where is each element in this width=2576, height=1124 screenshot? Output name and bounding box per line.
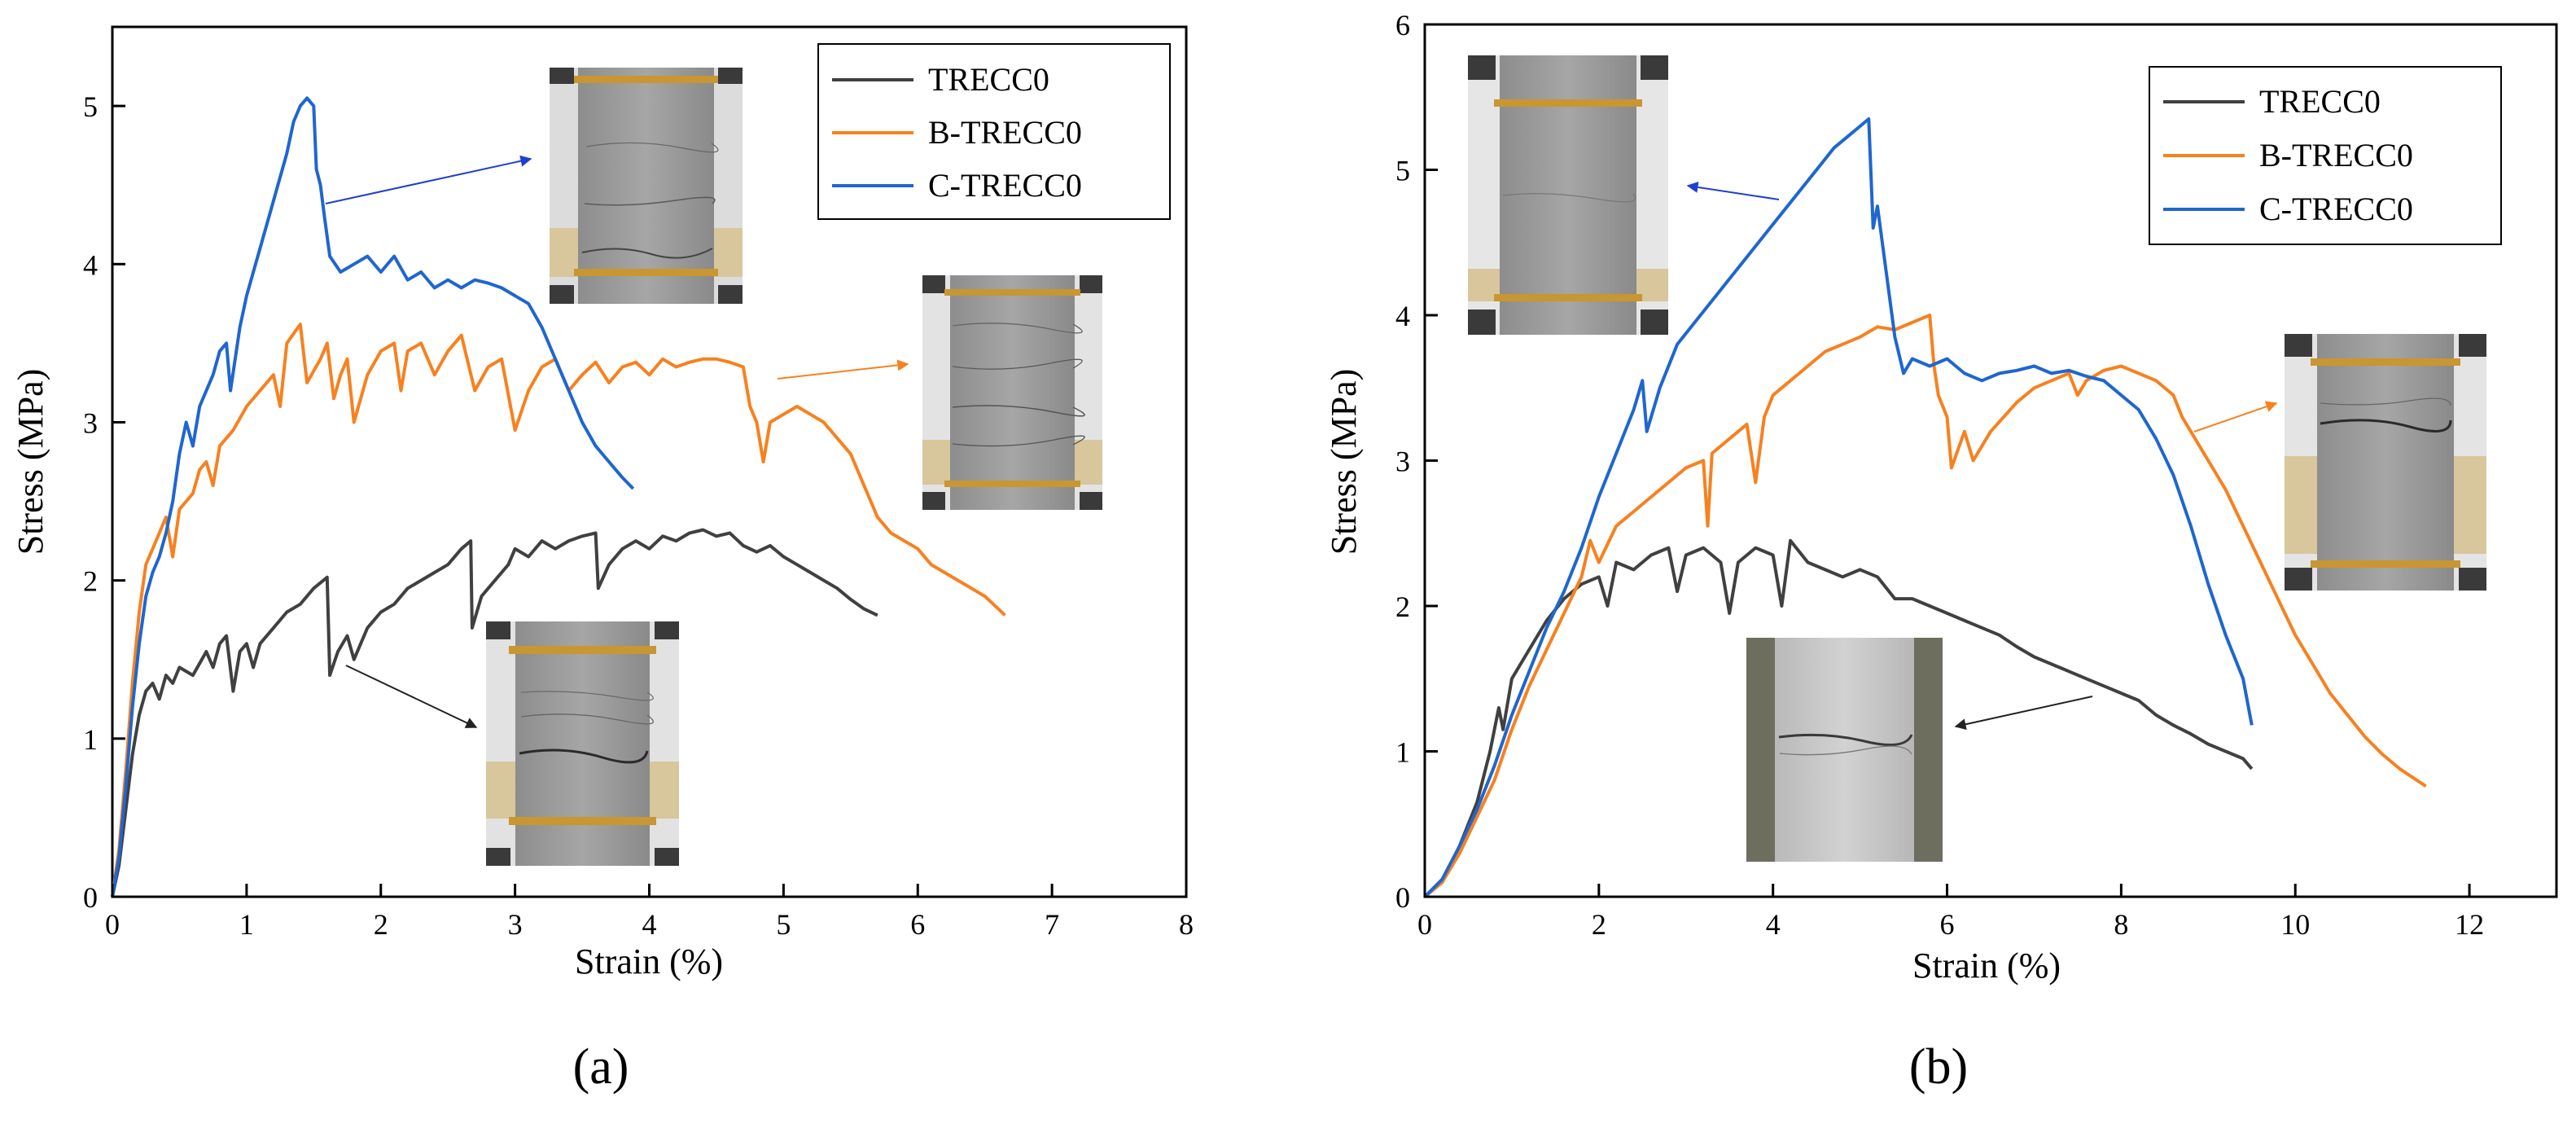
x-tick-label: 8 bbox=[1179, 908, 1194, 941]
panel-a-ylabel: Stress (MPa) bbox=[11, 369, 50, 555]
y-tick-label: 2 bbox=[83, 565, 98, 598]
panel-a-photo-b-trecc0 bbox=[922, 275, 1102, 510]
panel-a-legend: TRECC0 B-TRECC0 C-TRECC0 bbox=[817, 43, 1171, 220]
x-tick-label: 4 bbox=[1766, 908, 1781, 941]
panel-b-ylabel: Stress (MPa) bbox=[1324, 369, 1364, 555]
legend-label-c-trecc0: C-TRECC0 bbox=[928, 167, 1082, 204]
y-tick-label: 2 bbox=[1395, 591, 1410, 623]
x-tick-label: 6 bbox=[910, 908, 925, 941]
panel-b-series-group bbox=[1423, 117, 2427, 898]
y-tick-label: 3 bbox=[83, 406, 98, 439]
x-tick-label: 3 bbox=[508, 908, 523, 941]
legend-label-trecc0: TRECC0 bbox=[2259, 83, 2381, 120]
x-tick-label: 8 bbox=[2114, 908, 2128, 941]
panel-b-photo-c-trecc0 bbox=[1468, 55, 1668, 335]
y-tick-label: 1 bbox=[1395, 736, 1410, 769]
panel-a-photo-trecc0 bbox=[486, 621, 679, 866]
x-tick-label: 5 bbox=[776, 908, 791, 941]
panel-a-arrow-c-trecc0 bbox=[325, 155, 532, 204]
series-line-b-trecc0 bbox=[111, 323, 1006, 898]
y-tick-label: 4 bbox=[83, 248, 98, 281]
panel-a-arrow-b-trecc0 bbox=[777, 359, 909, 380]
panel-b-legend: TRECC0 B-TRECC0 C-TRECC0 bbox=[2149, 66, 2502, 245]
y-tick-label: 1 bbox=[83, 723, 98, 756]
panel-a: 0 1 2 3 4 5 6 7 8 0 1 2 3 4 5 bbox=[11, 25, 1194, 1095]
panel-a-series-group bbox=[111, 96, 1006, 898]
y-tick-label: 5 bbox=[83, 90, 98, 123]
series-line-c-trecc0 bbox=[111, 96, 635, 898]
panel-b-arrow-c-trecc0 bbox=[1686, 181, 1780, 200]
x-tick-label: 0 bbox=[105, 908, 120, 941]
series-line-c-trecc0 bbox=[1423, 117, 2254, 898]
y-tick-label: 6 bbox=[1395, 9, 1410, 42]
x-tick-label: 2 bbox=[374, 908, 388, 941]
y-tick-label: 0 bbox=[1395, 881, 1410, 914]
y-tick-label: 4 bbox=[1395, 300, 1410, 332]
legend-label-c-trecc0: C-TRECC0 bbox=[2259, 191, 2413, 227]
panel-b-photo-b-trecc0 bbox=[2285, 334, 2486, 591]
x-tick-label: 4 bbox=[642, 908, 657, 941]
panel-b-arrow-trecc0 bbox=[1954, 696, 2093, 731]
legend-label-b-trecc0: B-TRECC0 bbox=[2259, 137, 2413, 173]
series-line-trecc0 bbox=[111, 528, 878, 898]
y-tick-label: 0 bbox=[83, 881, 98, 914]
x-tick-label: 6 bbox=[1940, 908, 1955, 941]
panel-b-arrow-b-trecc0 bbox=[2193, 401, 2278, 432]
y-tick-label: 5 bbox=[1395, 155, 1410, 187]
x-tick-label: 2 bbox=[1592, 908, 1606, 941]
x-tick-label: 1 bbox=[239, 908, 254, 941]
x-tick-label: 12 bbox=[2455, 908, 2484, 941]
panel-a-label: (a) bbox=[573, 1039, 629, 1095]
panel-a-axes: 0 1 2 3 4 5 6 7 8 0 1 2 3 4 5 bbox=[83, 90, 1194, 941]
series-line-b-trecc0 bbox=[1423, 314, 2427, 898]
panel-b-photo-trecc0 bbox=[1746, 638, 1943, 862]
panel-b-label: (b) bbox=[1909, 1039, 1968, 1095]
panel-b-xlabel: Strain (%) bbox=[1912, 946, 2061, 986]
panel-a-xlabel: Strain (%) bbox=[575, 942, 723, 981]
x-tick-label: 10 bbox=[2280, 908, 2310, 941]
panel-a-arrow-trecc0 bbox=[345, 665, 478, 728]
legend-label-trecc0: TRECC0 bbox=[928, 61, 1049, 98]
panel-a-photo-c-trecc0 bbox=[550, 68, 743, 304]
legend-label-b-trecc0: B-TRECC0 bbox=[928, 114, 1082, 151]
y-tick-label: 3 bbox=[1395, 446, 1410, 478]
x-tick-label: 0 bbox=[1417, 908, 1432, 941]
x-tick-label: 7 bbox=[1045, 908, 1059, 941]
series-line-trecc0 bbox=[1423, 538, 2254, 898]
